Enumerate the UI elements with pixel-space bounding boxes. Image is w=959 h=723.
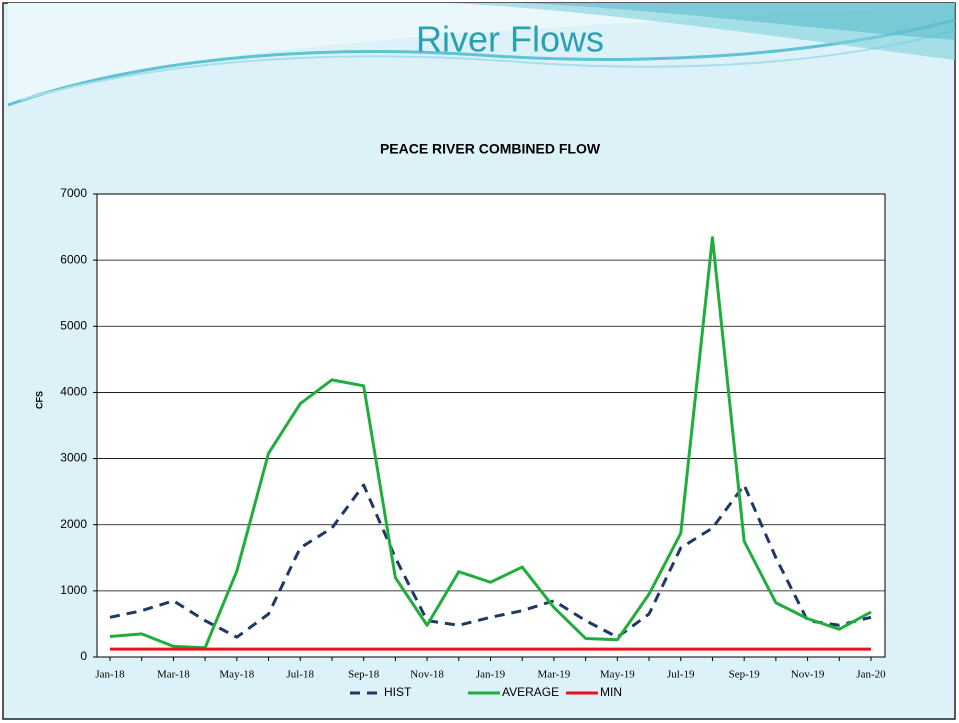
chart-title: PEACE RIVER COMBINED FLOW	[380, 141, 601, 157]
legend-label: AVERAGE	[502, 685, 559, 699]
x-tick-label: Nov-19	[791, 669, 825, 681]
swoosh	[19, 29, 956, 101]
y-tick-label: 6000	[60, 252, 87, 266]
legend-label: HIST	[384, 685, 412, 699]
x-tick-label: Sep-19	[729, 669, 761, 681]
y-tick-label: 7000	[60, 186, 87, 200]
y-tick-label: 5000	[60, 318, 87, 332]
x-tick-label: Jul-18	[287, 669, 315, 681]
x-tick-label: Jan-18	[95, 669, 125, 681]
swoosh	[7, 18, 956, 107]
y-tick-label: 2000	[60, 517, 87, 531]
legend-label: MIN	[600, 685, 622, 699]
slide-title: River Flows	[416, 19, 604, 60]
series-line	[109, 236, 872, 650]
x-tick-label: Mar-19	[538, 669, 571, 681]
x-tick-label: Jan-20	[856, 669, 886, 681]
x-tick-label: Jan-19	[476, 669, 506, 681]
y-axis-label: CFS	[34, 391, 44, 409]
swoosh	[520, 3, 955, 40]
y-tick-label: 4000	[60, 385, 87, 399]
x-tick-label: May-18	[219, 669, 254, 681]
x-tick-label: Sep-18	[348, 669, 380, 681]
x-tick-label: Jul-19	[667, 669, 695, 681]
y-tick-label: 0	[80, 649, 87, 663]
series-line	[109, 483, 872, 639]
y-tick-label: 3000	[60, 451, 87, 465]
swoosh	[8, 3, 955, 105]
x-tick-label: May-19	[600, 669, 635, 681]
y-tick-label: 1000	[60, 583, 87, 597]
x-tick-label: Mar-18	[157, 669, 190, 681]
x-tick-label: Nov-18	[410, 669, 444, 681]
